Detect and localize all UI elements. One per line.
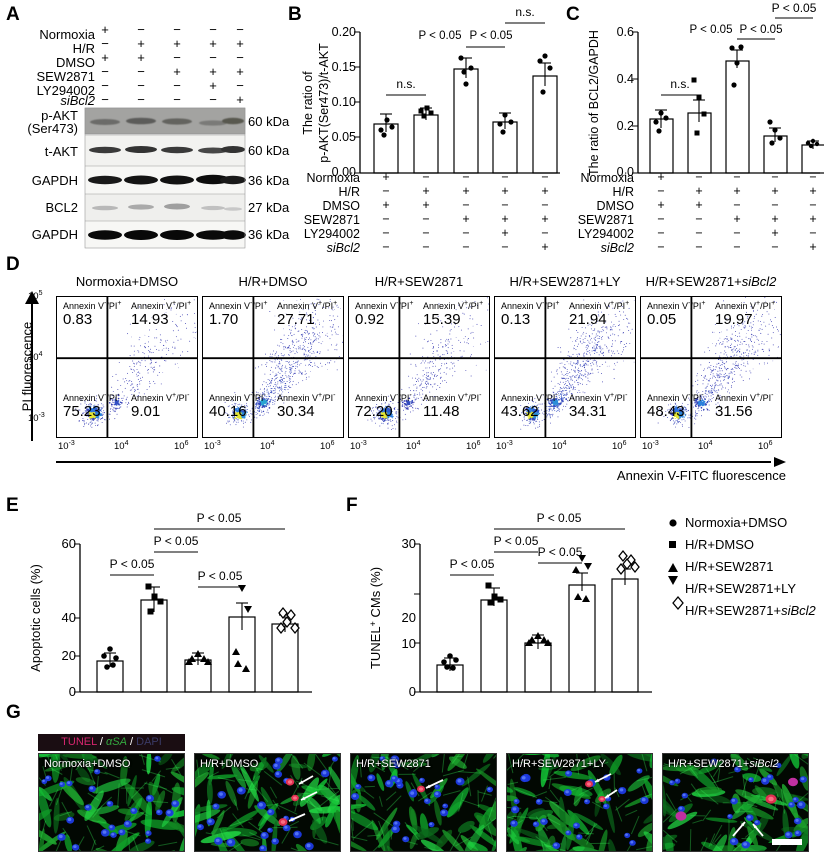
svg-text:−: − xyxy=(382,184,389,198)
svg-text:−: − xyxy=(462,226,469,240)
svg-text:−: − xyxy=(541,226,548,240)
svg-text:p-AKT(Ser473)/t-AKT: p-AKT(Ser473)/t-AKT xyxy=(317,43,331,163)
svg-text:−: − xyxy=(541,173,548,184)
svg-text:+: + xyxy=(695,184,702,198)
svg-text:0.20: 0.20 xyxy=(332,25,356,39)
svg-text:−: − xyxy=(657,184,664,198)
svg-text:+: + xyxy=(695,198,702,212)
svg-text:0.15: 0.15 xyxy=(332,60,356,74)
svg-text:−: − xyxy=(809,198,816,212)
svg-text:+: + xyxy=(501,226,508,240)
svg-text:Normoxia+DMSO: Normoxia+DMSO xyxy=(685,515,787,530)
svg-text:0.2: 0.2 xyxy=(617,119,634,133)
svg-text:+: + xyxy=(771,226,778,240)
svg-text:P < 0.05: P < 0.05 xyxy=(154,534,199,548)
svg-text:−: − xyxy=(382,212,389,226)
svg-text:Apoptotic cells (%): Apoptotic cells (%) xyxy=(28,564,43,672)
svg-text:−: − xyxy=(382,226,389,240)
svg-text:+: + xyxy=(809,212,816,226)
svg-text:20: 20 xyxy=(62,648,76,663)
svg-text:P < 0.05: P < 0.05 xyxy=(470,30,513,42)
svg-text:+: + xyxy=(733,184,740,198)
svg-text:−: − xyxy=(422,173,429,184)
svg-text:−: − xyxy=(695,226,702,240)
svg-text:+: + xyxy=(462,212,469,226)
svg-text:0.05: 0.05 xyxy=(332,130,356,144)
svg-text:−: − xyxy=(462,173,469,184)
svg-text:+: + xyxy=(422,184,429,198)
svg-text:−: − xyxy=(501,198,508,212)
svg-text:The ratio of: The ratio of xyxy=(301,71,315,135)
svg-text:P < 0.05: P < 0.05 xyxy=(690,24,733,36)
svg-text:40: 40 xyxy=(62,610,76,625)
svg-text:H/R+DMSO: H/R+DMSO xyxy=(685,537,754,552)
svg-text:−: − xyxy=(422,212,429,226)
svg-text:n.s.: n.s. xyxy=(670,77,689,91)
svg-text:0.10: 0.10 xyxy=(332,95,356,109)
svg-text:−: − xyxy=(733,226,740,240)
svg-text:−: − xyxy=(657,226,664,240)
svg-text:−: − xyxy=(695,173,702,184)
svg-text:+: + xyxy=(462,184,469,198)
svg-text:The ratio of BCL2/GAPDH: The ratio of BCL2/GAPDH xyxy=(587,30,601,176)
svg-text:P < 0.05: P < 0.05 xyxy=(110,557,155,571)
svg-text:−: − xyxy=(809,173,816,184)
svg-text:−: − xyxy=(771,198,778,212)
svg-text:+: + xyxy=(382,198,389,212)
svg-text:+: + xyxy=(501,212,508,226)
svg-text:P < 0.05: P < 0.05 xyxy=(772,1,817,15)
svg-text:−: − xyxy=(501,173,508,184)
svg-text:0.6: 0.6 xyxy=(617,25,634,39)
svg-text:n.s.: n.s. xyxy=(396,77,415,91)
svg-text:−: − xyxy=(541,198,548,212)
svg-text:P < 0.05: P < 0.05 xyxy=(197,511,242,525)
svg-text:+: + xyxy=(771,184,778,198)
svg-text:H/R+SEW2871: H/R+SEW2871 xyxy=(685,559,774,574)
svg-text:+: + xyxy=(541,212,548,226)
svg-text:+: + xyxy=(541,184,548,198)
svg-text:−: − xyxy=(733,198,740,212)
svg-text:P < 0.05: P < 0.05 xyxy=(419,30,462,42)
svg-text:H/R+SEW2871+siBcl2: H/R+SEW2871+siBcl2 xyxy=(685,603,817,618)
svg-text:+: + xyxy=(657,198,664,212)
svg-text:n.s.: n.s. xyxy=(515,5,534,19)
svg-text:P < 0.05: P < 0.05 xyxy=(198,569,243,583)
svg-text:H/R+SEW2871+LY: H/R+SEW2871+LY xyxy=(685,581,796,596)
svg-text:P < 0.05: P < 0.05 xyxy=(740,24,783,36)
svg-text:−: − xyxy=(771,173,778,184)
svg-text:−: − xyxy=(695,212,702,226)
svg-text:+: + xyxy=(733,212,740,226)
svg-text:0.4: 0.4 xyxy=(617,72,634,86)
svg-text:+: + xyxy=(422,198,429,212)
svg-text:+: + xyxy=(657,173,664,184)
svg-text:60: 60 xyxy=(62,536,76,551)
svg-text:+: + xyxy=(382,173,389,184)
svg-text:−: − xyxy=(733,173,740,184)
svg-text:−: − xyxy=(422,226,429,240)
svg-text:−: − xyxy=(809,226,816,240)
svg-text:−: − xyxy=(462,198,469,212)
svg-text:+: + xyxy=(809,184,816,198)
svg-text:−: − xyxy=(657,212,664,226)
svg-text:+: + xyxy=(501,184,508,198)
svg-text:+: + xyxy=(771,212,778,226)
